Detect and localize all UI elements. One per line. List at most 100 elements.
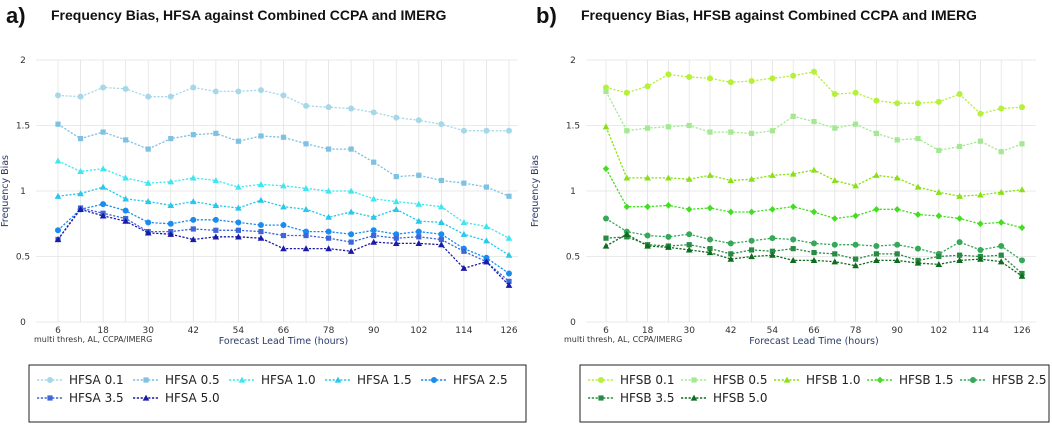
chart-panel-0: a) Frequency Bias, HFSA against Combined …: [0, 3, 527, 423]
data-point: [727, 177, 735, 184]
data-point: [790, 203, 797, 211]
data-point: [915, 100, 921, 107]
data-point: [873, 130, 879, 136]
data-point: [416, 234, 422, 240]
data-point: [665, 174, 672, 181]
legend-swatch-marker: [970, 377, 976, 383]
data-point: [100, 129, 106, 135]
data-point: [257, 181, 265, 188]
data-point: [303, 141, 309, 147]
data-point: [212, 88, 219, 95]
data-point: [438, 203, 445, 210]
data-point: [956, 192, 963, 199]
data-point: [624, 234, 630, 240]
data-point: [832, 251, 838, 257]
data-point: [190, 198, 197, 205]
chart-title: Frequency Bias, HFSA against Combined CC…: [51, 7, 447, 23]
data-point: [235, 183, 242, 190]
data-point: [370, 195, 377, 202]
series-HFSA-1-5: [54, 183, 513, 258]
x-axis-label: Forecast Lead Time (hours): [749, 336, 878, 347]
data-point: [55, 227, 61, 234]
data-point: [506, 193, 512, 199]
data-point: [325, 213, 332, 220]
data-point: [727, 255, 735, 262]
series-line: [57, 86, 509, 132]
x-tick-label: 66: [278, 326, 290, 336]
data-point: [212, 216, 219, 223]
data-point: [370, 213, 377, 220]
data-point: [77, 190, 84, 197]
data-point: [190, 132, 196, 138]
data-point: [935, 188, 943, 195]
data-point: [415, 117, 422, 124]
legend-swatch-marker: [143, 377, 149, 383]
data-point: [873, 205, 880, 213]
data-point: [347, 187, 355, 194]
data-point: [280, 232, 287, 239]
data-point: [506, 270, 512, 277]
legend-item: HFSA 0.5: [133, 373, 220, 387]
data-point: [873, 251, 879, 257]
legend-swatch-marker: [783, 376, 791, 383]
legend-label: HFSA 0.5: [165, 373, 220, 387]
data-point: [235, 227, 241, 233]
legend-swatch-marker: [431, 377, 437, 383]
legend-label: HFSA 0.1: [69, 373, 124, 387]
data-point: [506, 278, 512, 284]
data-point: [957, 252, 963, 258]
data-point: [190, 84, 197, 91]
data-point: [769, 235, 776, 242]
data-point: [749, 130, 755, 136]
data-point: [167, 178, 175, 185]
series-HFSB-1-0: [602, 123, 1026, 199]
data-point: [956, 239, 963, 246]
legend-swatch-marker: [876, 376, 884, 384]
data-point: [831, 91, 838, 98]
data-point: [144, 179, 152, 186]
y-tick-label: 1: [20, 187, 26, 197]
series-HFSA-0-1: [55, 84, 512, 134]
data-point: [893, 257, 901, 264]
data-point: [1018, 224, 1026, 232]
data-point: [190, 236, 197, 243]
legend-label: HFSA 3.5: [69, 391, 124, 405]
data-point: [665, 243, 672, 250]
data-point: [789, 257, 797, 264]
data-point: [506, 127, 512, 134]
x-tick-label: 90: [368, 326, 380, 336]
data-point: [460, 230, 468, 237]
series-HFSB-5-0: [602, 230, 1026, 279]
data-point: [894, 137, 900, 143]
data-point: [873, 243, 880, 250]
data-point: [99, 212, 107, 219]
data-point: [998, 105, 1005, 112]
data-point: [769, 251, 776, 258]
x-tick-label: 30: [683, 326, 695, 336]
data-point: [956, 257, 963, 264]
data-point: [505, 234, 513, 241]
data-point: [769, 248, 775, 254]
legend-item: HFSB 2.5: [960, 373, 1046, 387]
data-point: [852, 182, 859, 189]
data-point: [894, 251, 900, 257]
x-tick-label: 42: [725, 326, 736, 336]
series-HFSB-1-5: [602, 165, 1026, 232]
data-point: [810, 166, 818, 173]
data-point: [303, 232, 309, 239]
data-point: [235, 204, 242, 211]
data-point: [894, 241, 901, 248]
data-point: [280, 245, 287, 252]
x-tick-label: 114: [972, 326, 989, 336]
data-point: [894, 100, 901, 107]
legend-label: HFSB 3.5: [620, 391, 674, 405]
data-point: [644, 232, 651, 239]
data-point: [790, 236, 797, 243]
legend-swatch-marker: [334, 376, 342, 383]
data-point: [811, 249, 817, 256]
data-point: [977, 255, 984, 262]
y-tick-label: 2: [20, 56, 26, 66]
data-point: [727, 240, 734, 247]
data-point: [167, 220, 174, 227]
data-point: [893, 174, 901, 181]
